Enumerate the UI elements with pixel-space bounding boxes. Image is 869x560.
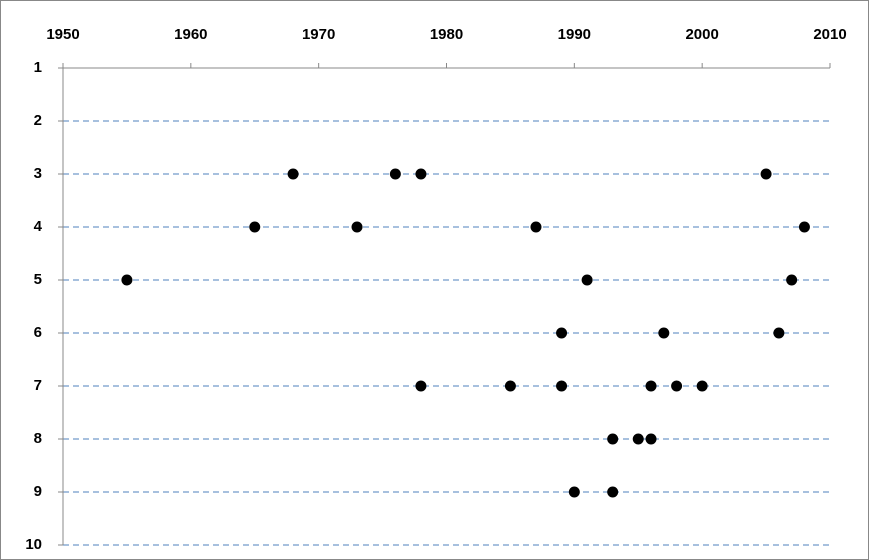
data-point: [607, 486, 619, 498]
data-point: [760, 168, 772, 180]
data-point: [581, 274, 593, 286]
y-tick-label: 9: [34, 483, 42, 500]
data-point: [556, 327, 568, 339]
data-point: [696, 380, 708, 392]
data-point: [632, 433, 644, 445]
y-tick-label: 2: [34, 112, 42, 129]
x-tick-label: 1980: [430, 26, 463, 43]
data-point: [786, 274, 798, 286]
data-point: [389, 168, 401, 180]
y-tick-label: 8: [34, 430, 42, 447]
y-tick-label: 4: [34, 218, 43, 235]
y-tick-label: 1: [34, 59, 42, 76]
x-tick-label: 2000: [685, 26, 718, 43]
data-point: [568, 486, 580, 498]
data-point: [351, 221, 363, 233]
x-tick-label: 1990: [558, 26, 591, 43]
data-point: [287, 168, 299, 180]
data-point: [607, 433, 619, 445]
y-tick-label: 6: [34, 324, 42, 341]
data-point: [645, 433, 657, 445]
y-tick-label: 5: [34, 271, 42, 288]
x-tick-label: 2010: [813, 26, 846, 43]
data-point: [773, 327, 785, 339]
data-point: [415, 380, 427, 392]
data-point: [645, 380, 657, 392]
data-point: [415, 168, 427, 180]
data-point: [121, 274, 133, 286]
y-tick-label: 3: [34, 165, 42, 182]
y-tick-label: 7: [34, 377, 42, 394]
data-point: [671, 380, 683, 392]
data-point: [249, 221, 261, 233]
x-tick-label: 1960: [174, 26, 207, 43]
data-point: [556, 380, 568, 392]
x-tick-label: 1970: [302, 26, 335, 43]
y-tick-label: 10: [25, 536, 42, 553]
data-point: [504, 380, 516, 392]
data-point: [658, 327, 670, 339]
data-point: [798, 221, 810, 233]
data-point: [530, 221, 542, 233]
x-tick-label: 1950: [46, 26, 79, 43]
